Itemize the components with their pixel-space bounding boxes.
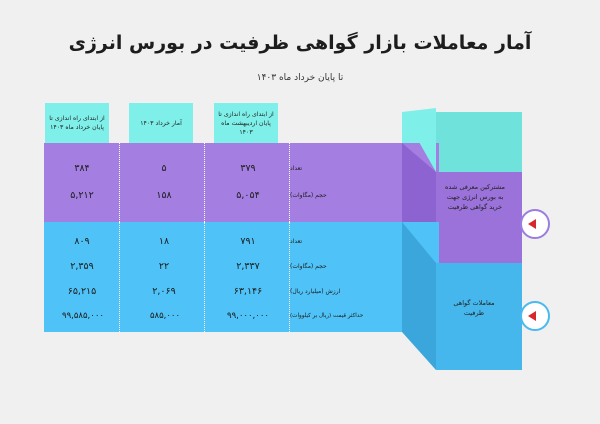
- purple-cell: ۵,۲۱۲: [70, 190, 94, 201]
- blue-row-label: حجم (مگاوات): [290, 263, 327, 270]
- purple-band: [44, 143, 439, 222]
- left-arrow-icon: [528, 311, 536, 321]
- purple-cell: ۵,۰۵۴: [236, 190, 260, 201]
- blue-cell: ۲,۳۳۷: [236, 261, 260, 272]
- purple-cell: ۳۸۴: [74, 163, 90, 174]
- blue-cell: ۹۹,۰۰۰,۰۰۰: [227, 311, 269, 321]
- blue-cell: ۸۰۹: [74, 236, 90, 247]
- blue-side-text: معاملات گواهی ظرفیت: [453, 299, 495, 317]
- blue-cell: ۲,۰۶۹: [152, 286, 176, 297]
- purple-cell: ۱۵۸: [156, 190, 172, 201]
- side-block: [402, 108, 522, 370]
- column-header-previous: از ابتدای راه اندازی تا پایان اردیبهشت م…: [214, 103, 278, 143]
- column-header-cumulative: از ابتدای راه اندازی تا پایان خرداد ماه …: [45, 103, 109, 143]
- page-title: آمار معاملات بازار گواهی ظرفیت در بورس ا…: [68, 32, 532, 54]
- blue-cell: ۱۸: [158, 236, 170, 247]
- blue-cell: ۵۸۵,۰۰۰: [149, 311, 181, 321]
- blue-cell: ۷۹۱: [240, 236, 256, 247]
- blue-cell: ۹۹,۵۸۵,۰۰۰: [62, 311, 104, 321]
- blue-cell: ۶۳,۱۴۶: [233, 286, 263, 297]
- blue-row-label: ارزش (میلیارد ریال): [290, 288, 341, 295]
- purple-cell: ۵: [161, 163, 167, 174]
- purple-side-text: مشترکین معرفی شده به بورس انرژی جهت خرید…: [445, 183, 505, 211]
- left-arrow-icon: [528, 219, 536, 229]
- purple-cell: ۳۷۹: [240, 163, 256, 174]
- purple-row-label: حجم (مگاوات): [290, 192, 327, 199]
- blue-row-label: حداکثر قیمت (ریال بر کیلووات): [290, 313, 364, 319]
- blue-cell: ۲۲: [158, 261, 170, 272]
- blue-cell: ۲,۳۵۹: [70, 261, 94, 272]
- blue-band: [44, 222, 439, 332]
- page-subtitle: تا پایان خرداد ماه ۱۴۰۳: [256, 73, 344, 83]
- blue-cell: ۶۵,۲۱۵: [67, 286, 97, 297]
- blue-row-label: تعداد: [290, 238, 303, 245]
- column-header-month: آمار خرداد ۱۴۰۳: [129, 103, 193, 143]
- purple-row-label: تعداد: [290, 165, 303, 172]
